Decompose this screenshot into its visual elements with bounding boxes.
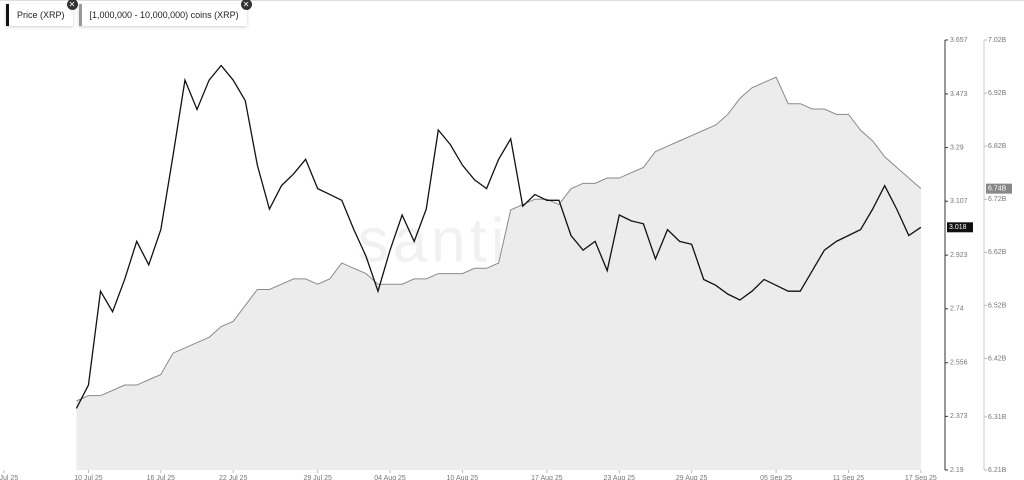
x-tick-label: 03 Jul 25 [0, 475, 18, 480]
x-tick-label: 22 Jul 25 [219, 475, 248, 480]
area-edge [76, 76, 922, 402]
x-tick-label: 10 Jul 25 [74, 475, 103, 480]
x-tick-label: 05 Sep 25 [760, 475, 792, 480]
x-tick-label: 17 Sep 25 [905, 475, 937, 480]
x-tick-label: 16 Jul 25 [147, 475, 176, 480]
current-value-badge [986, 183, 1012, 194]
y2-tick-label: 6.52B [988, 302, 1007, 309]
y-tick-label: 2.923 [950, 252, 968, 259]
y2-tick-label: 6.31B [988, 414, 1007, 421]
line [75, 64, 922, 409]
legend-item[interactable]: Price (XRP) ✕ [6, 0, 78, 26]
x-tick-label: 04 Aug 25 [374, 475, 406, 480]
legend: Price (XRP) ✕ [1,000,000 - 10,000,000) co… [6, 0, 252, 26]
legend-item[interactable]: [1,000,000 - 10,000,000) coins (XRP) ✕ [78, 0, 252, 26]
y2-tick-label: 6.82B [988, 143, 1007, 150]
current-value-label: 6.74B [988, 185, 1007, 192]
close-icon[interactable]: ✕ [66, 0, 78, 10]
y2-tick-label: 6.72B [988, 196, 1007, 203]
x-tick-label: 17 Aug 25 [531, 475, 563, 480]
y-tick-label: 2.556 [950, 360, 968, 367]
current-value-label: 3.018 [949, 224, 967, 231]
y-tick-label: 2.74 [950, 306, 964, 313]
y2-tick-label: 6.42B [988, 355, 1007, 362]
y-tick-label: 3.29 [950, 144, 964, 151]
close-icon[interactable]: ✕ [240, 0, 252, 10]
x-tick-label: 11 Sep 25 [833, 475, 865, 480]
x-tick-label: 23 Aug 25 [604, 475, 636, 480]
y-tick-label: 3.107 [950, 198, 968, 205]
legend-label: Price (XRP) [17, 10, 65, 20]
y-tick-label: 2.373 [950, 413, 968, 420]
y-tick-label: 3.657 [950, 37, 968, 44]
y2-tick-label: 6.92B [988, 90, 1007, 97]
y-tick-label: 2.19 [950, 467, 964, 474]
area [76, 77, 921, 470]
current-value-badge [947, 222, 973, 233]
y2-tick-label: 7.02B [988, 37, 1007, 44]
y2-tick-label: 6.21B [988, 467, 1007, 474]
x-tick-label: 29 Jul 25 [303, 475, 332, 480]
legend-label: [1,000,000 - 10,000,000) coins (XRP) [89, 10, 239, 20]
y2-tick-label: 6.62B [988, 249, 1007, 256]
x-tick-label: 29 Aug 25 [676, 475, 708, 480]
y-tick-label: 3.473 [950, 91, 968, 98]
x-tick-label: 10 Aug 25 [447, 475, 479, 480]
